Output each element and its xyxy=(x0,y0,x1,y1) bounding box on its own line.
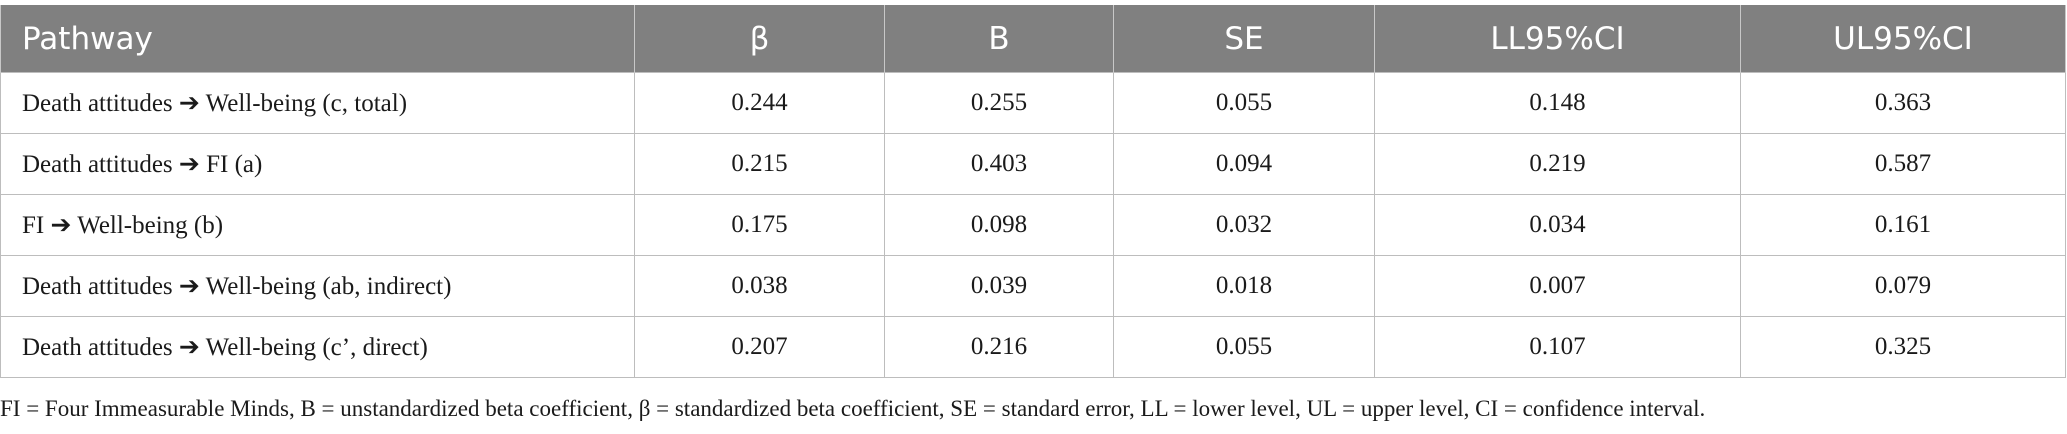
cell-pathway: Death attitudes ➔ Well-being (ab, indire… xyxy=(0,255,635,317)
table-row: Death attitudes ➔ Well-being (ab, indire… xyxy=(0,255,2066,317)
table-row: Death attitudes ➔ Well-being (c, total) … xyxy=(0,72,2066,134)
pathway-results-table: Pathway β B SE LL95%CI UL95%CI Death att… xyxy=(0,5,2066,378)
cell-b: 0.216 xyxy=(884,316,1114,378)
table-row: Death attitudes ➔ FI (a) 0.215 0.403 0.0… xyxy=(0,133,2066,195)
cell-ul95ci: 0.363 xyxy=(1740,72,2066,134)
header-ll95ci: LL95%CI xyxy=(1374,5,1741,73)
header-b: B xyxy=(884,5,1114,73)
table-row: Death attitudes ➔ Well-being (c’, direct… xyxy=(0,316,2066,378)
table-footnote: FI = Four Immeasurable Minds, B = unstan… xyxy=(0,396,1706,421)
cell-ul95ci: 0.325 xyxy=(1740,316,2066,378)
table-header: Pathway β B SE LL95%CI UL95%CI xyxy=(0,5,2066,73)
cell-b: 0.098 xyxy=(884,194,1114,256)
header-row: Pathway β B SE LL95%CI UL95%CI xyxy=(0,5,2066,73)
header-se: SE xyxy=(1113,5,1375,73)
table-row: FI ➔ Well-being (b) 0.175 0.098 0.032 0.… xyxy=(0,194,2066,256)
cell-se: 0.055 xyxy=(1113,316,1375,378)
cell-ul95ci: 0.161 xyxy=(1740,194,2066,256)
cell-ll95ci: 0.034 xyxy=(1374,194,1741,256)
cell-ll95ci: 0.107 xyxy=(1374,316,1741,378)
cell-beta: 0.244 xyxy=(634,72,885,134)
cell-beta: 0.038 xyxy=(634,255,885,317)
cell-se: 0.018 xyxy=(1113,255,1375,317)
cell-ul95ci: 0.079 xyxy=(1740,255,2066,317)
cell-pathway: Death attitudes ➔ FI (a) xyxy=(0,133,635,195)
cell-b: 0.403 xyxy=(884,133,1114,195)
header-ul95ci: UL95%CI xyxy=(1740,5,2066,73)
cell-pathway: Death attitudes ➔ Well-being (c, total) xyxy=(0,72,635,134)
header-beta: β xyxy=(634,5,885,73)
cell-ll95ci: 0.219 xyxy=(1374,133,1741,195)
header-pathway: Pathway xyxy=(0,5,635,73)
cell-pathway: FI ➔ Well-being (b) xyxy=(0,194,635,256)
cell-pathway: Death attitudes ➔ Well-being (c’, direct… xyxy=(0,316,635,378)
cell-b: 0.039 xyxy=(884,255,1114,317)
cell-ul95ci: 0.587 xyxy=(1740,133,2066,195)
table-body: Death attitudes ➔ Well-being (c, total) … xyxy=(0,72,2066,378)
cell-se: 0.055 xyxy=(1113,72,1375,134)
cell-beta: 0.207 xyxy=(634,316,885,378)
results-table-container: Pathway β B SE LL95%CI UL95%CI Death att… xyxy=(0,5,2067,378)
cell-se: 0.032 xyxy=(1113,194,1375,256)
cell-ll95ci: 0.007 xyxy=(1374,255,1741,317)
cell-se: 0.094 xyxy=(1113,133,1375,195)
cell-beta: 0.175 xyxy=(634,194,885,256)
cell-b: 0.255 xyxy=(884,72,1114,134)
cell-ll95ci: 0.148 xyxy=(1374,72,1741,134)
cell-beta: 0.215 xyxy=(634,133,885,195)
